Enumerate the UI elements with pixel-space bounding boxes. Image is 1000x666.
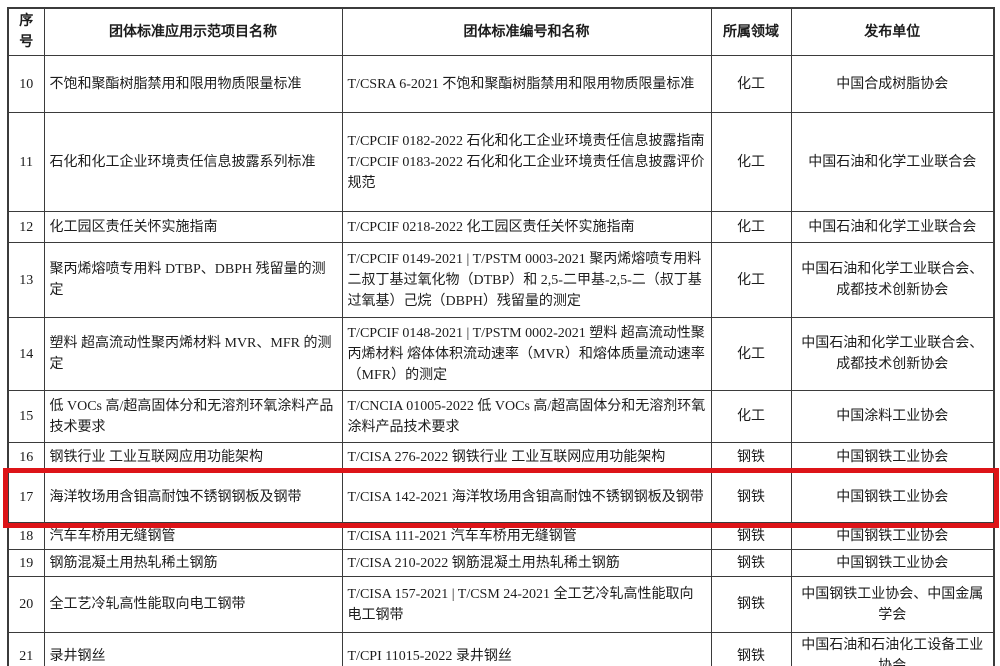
cell-field: 化工: [710, 211, 792, 243]
cell-no: 20: [7, 576, 45, 633]
cell-publisher: 中国钢铁工业协会: [790, 472, 995, 523]
col-header-publisher: 发布单位: [790, 7, 995, 56]
cell-publisher: 中国钢铁工业协会、中国金属学会: [790, 576, 995, 633]
cell-field: 钢铁: [710, 549, 792, 577]
cell-field: 化工: [710, 112, 792, 212]
cell-no: 13: [7, 242, 45, 318]
cell-publisher: 中国石油和化学工业联合会: [790, 112, 995, 212]
cell-publisher: 中国钢铁工业协会: [790, 522, 995, 550]
cell-publisher: 中国石油和化学工业联合会: [790, 211, 995, 243]
table-row: 15 低 VOCs 高/超高固体分和无溶剂环氧涂料产品技术要求 T/CNCIA 01…: [7, 390, 995, 443]
cell-standard: T/CPCIF 0148-2021 | T/PSTM 0002-2021 塑料 …: [341, 317, 712, 391]
col-header-standard-number-name: 团体标准编号和名称: [341, 7, 712, 56]
cell-field: 化工: [710, 55, 792, 113]
cell-standard: T/CISA 210-2022 钢筋混凝土用热轧稀土钢筋: [341, 549, 712, 577]
cell-standard: T/CISA 142-2021 海洋牧场用含钼高耐蚀不锈钢钢板及钢带: [341, 472, 712, 523]
cell-no: 17: [7, 472, 45, 523]
cell-project: 汽车车桥用无缝钢管: [43, 522, 343, 550]
cell-publisher: 中国钢铁工业协会: [790, 549, 995, 577]
cell-no: 18: [7, 522, 45, 550]
table-row: 11 石化和化工企业环境责任信息披露系列标准 T/CPCIF 0182-2022 石…: [7, 112, 995, 212]
cell-standard: T/CNCIA 01005-2022 低 VOCs 高/超高固体分和无溶剂环氧涂…: [341, 390, 712, 443]
col-header-project-name: 团体标准应用示范项目名称: [43, 7, 343, 56]
cell-standard: T/CPCIF 0182-2022 石化和化工企业环境责任信息披露指南 T/CP…: [341, 112, 712, 212]
table-row: 20 全工艺冷轧高性能取向电工钢带 T/CISA 157-2021 | T/CSM …: [7, 576, 995, 633]
cell-project: 录井钢丝: [43, 632, 343, 666]
cell-no: 14: [7, 317, 45, 391]
table-row: 16 钢铁行业 工业互联网应用功能架构 T/CISA 276-2022 钢铁行业 工…: [7, 442, 995, 473]
cell-publisher: 中国石油和石油化工设备工业协会: [790, 632, 995, 666]
cell-project: 钢筋混凝土用热轧稀土钢筋: [43, 549, 343, 577]
col-header-no: 序号: [7, 7, 45, 56]
cell-no: 11: [7, 112, 45, 212]
cell-field: 钢铁: [710, 442, 792, 473]
cell-no: 12: [7, 211, 45, 243]
cell-publisher: 中国石油和化学工业联合会、成都技术创新协会: [790, 317, 995, 391]
cell-standard: T/CPI 11015-2022 录井钢丝: [341, 632, 712, 666]
cell-publisher: 中国合成树脂协会: [790, 55, 995, 113]
cell-no: 10: [7, 55, 45, 113]
cell-standard: T/CISA 157-2021 | T/CSM 24-2021 全工艺冷轧高性能…: [341, 576, 712, 633]
cell-standard: T/CISA 111-2021 汽车车桥用无缝钢管: [341, 522, 712, 550]
cell-no: 16: [7, 442, 45, 473]
cell-standard: T/CSRA 6-2021 不饱和聚酯树脂禁用和限用物质限量标准: [341, 55, 712, 113]
cell-field: 钢铁: [710, 576, 792, 633]
cell-project: 低 VOCs 高/超高固体分和无溶剂环氧涂料产品技术要求: [43, 390, 343, 443]
cell-no: 15: [7, 390, 45, 443]
cell-publisher: 中国涂料工业协会: [790, 390, 995, 443]
cell-standard: T/CPCIF 0218-2022 化工园区责任关怀实施指南: [341, 211, 712, 243]
cell-no: 21: [7, 632, 45, 666]
col-header-field: 所属领域: [710, 7, 792, 56]
cell-field: 化工: [710, 317, 792, 391]
cell-field: 化工: [710, 390, 792, 443]
cell-field: 化工: [710, 242, 792, 318]
cell-project: 不饱和聚酯树脂禁用和限用物质限量标准: [43, 55, 343, 113]
table-row: 13 聚丙烯熔喷专用料 DTBP、DBPH 残留量的测定 T/CPCIF 0149-…: [7, 242, 995, 318]
cell-project: 塑料 超高流动性聚丙烯材料 MVR、MFR 的测定: [43, 317, 343, 391]
cell-project: 石化和化工企业环境责任信息披露系列标准: [43, 112, 343, 212]
cell-project: 钢铁行业 工业互联网应用功能架构: [43, 442, 343, 473]
header-row: 序号 团体标准应用示范项目名称 团体标准编号和名称 所属领域 发布单位: [7, 7, 995, 56]
table-row: 12 化工园区责任关怀实施指南 T/CPCIF 0218-2022 化工园区责任关怀…: [7, 211, 995, 243]
cell-field: 钢铁: [710, 472, 792, 523]
table-row: 10 不饱和聚酯树脂禁用和限用物质限量标准 T/CSRA 6-2021 不饱和聚酯树…: [7, 55, 995, 113]
cell-standard: T/CISA 276-2022 钢铁行业 工业互联网应用功能架构: [341, 442, 712, 473]
table-body: 10 不饱和聚酯树脂禁用和限用物质限量标准 T/CSRA 6-2021 不饱和聚酯树…: [3, 55, 999, 666]
standards-table: 序号 团体标准应用示范项目名称 团体标准编号和名称 所属领域 发布单位 10 不饱…: [3, 7, 999, 666]
cell-project: 全工艺冷轧高性能取向电工钢带: [43, 576, 343, 633]
table-row-highlighted: 17 海洋牧场用含钼高耐蚀不锈钢钢板及钢带 T/CISA 142-2021 海洋牧场…: [3, 467, 999, 528]
cell-field: 钢铁: [710, 522, 792, 550]
table-row: 18 汽车车桥用无缝钢管 T/CISA 111-2021 汽车车桥用无缝钢管 钢铁 中国…: [7, 522, 995, 550]
cell-no: 19: [7, 549, 45, 577]
table-row: 19 钢筋混凝土用热轧稀土钢筋 T/CISA 210-2022 钢筋混凝土用热轧稀土…: [7, 549, 995, 577]
cell-standard: T/CPCIF 0149-2021 | T/PSTM 0003-2021 聚丙烯…: [341, 242, 712, 318]
cell-publisher: 中国钢铁工业协会: [790, 442, 995, 473]
cell-publisher: 中国石油和化学工业联合会、成都技术创新协会: [790, 242, 995, 318]
table-row: 21 录井钢丝 T/CPI 11015-2022 录井钢丝 钢铁 中国石油和石油化工设备…: [7, 632, 995, 666]
cell-project: 化工园区责任关怀实施指南: [43, 211, 343, 243]
cell-project: 聚丙烯熔喷专用料 DTBP、DBPH 残留量的测定: [43, 242, 343, 318]
cell-field: 钢铁: [710, 632, 792, 666]
table-row: 14 塑料 超高流动性聚丙烯材料 MVR、MFR 的测定 T/CPCIF 0148-…: [7, 317, 995, 391]
cell-project: 海洋牧场用含钼高耐蚀不锈钢钢板及钢带: [43, 472, 343, 523]
